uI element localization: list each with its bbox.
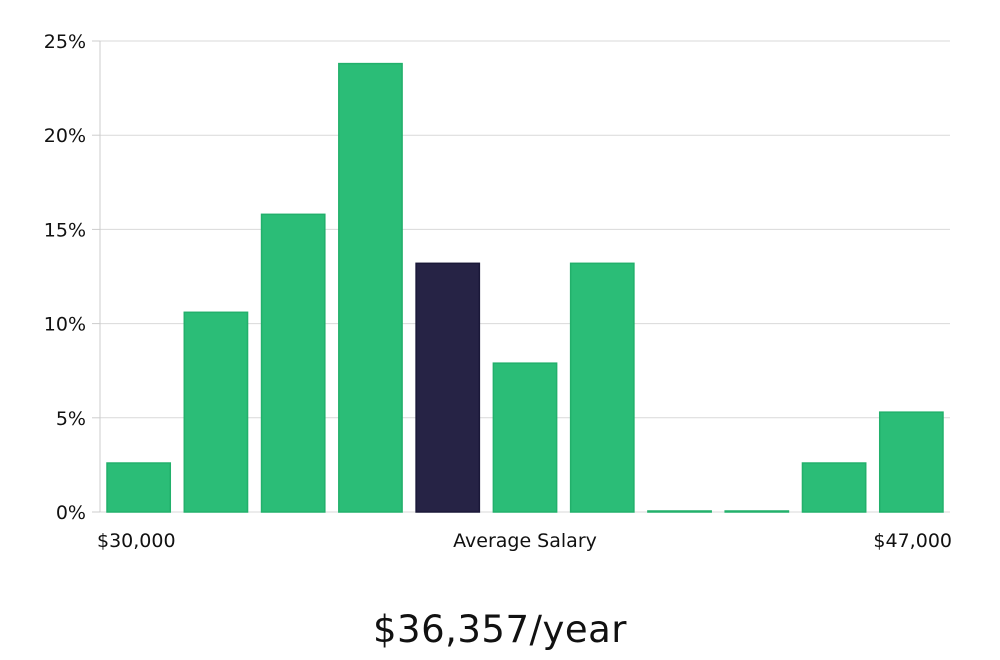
y-tick-label: 5% xyxy=(56,408,86,430)
bars xyxy=(106,62,944,513)
y-tick-label: 20% xyxy=(44,125,86,147)
y-tick-label: 15% xyxy=(44,219,86,241)
x-axis-title: Average Salary xyxy=(453,530,597,552)
bar-highlighted xyxy=(415,262,481,513)
bar xyxy=(338,62,403,513)
bar xyxy=(106,462,172,513)
y-axis-ticks: 0% 5% 10% 15% 20% 25% xyxy=(44,31,100,524)
average-salary-summary: $36,357/year xyxy=(372,608,627,651)
bar xyxy=(801,462,867,513)
x-axis-min-label: $30,000 xyxy=(97,530,176,552)
bar xyxy=(260,213,326,513)
bar xyxy=(647,510,712,513)
bar xyxy=(724,510,790,513)
bar xyxy=(878,411,944,513)
y-tick-label: 10% xyxy=(44,314,86,336)
bar xyxy=(569,262,635,513)
x-axis-max-label: $47,000 xyxy=(873,530,952,552)
y-tick-label: 0% xyxy=(56,502,86,524)
bar xyxy=(183,311,249,513)
bar xyxy=(492,362,558,513)
y-tick-label: 25% xyxy=(44,31,86,53)
salary-histogram: 0%5%10%15%20%25% $30,000 Average Salary … xyxy=(44,31,952,552)
